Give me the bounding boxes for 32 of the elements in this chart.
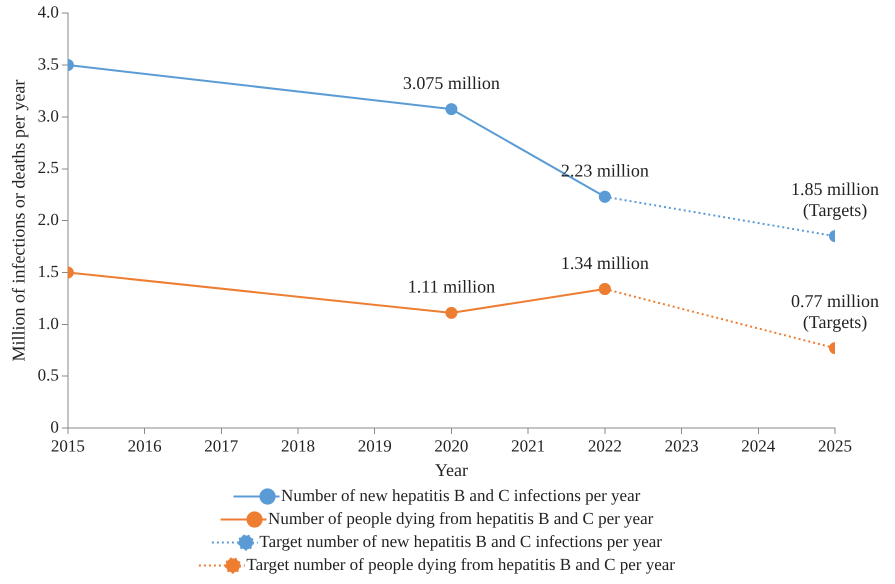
y-axis-title: Million of infections or deaths per year — [8, 80, 29, 362]
annotation: 1.34 million — [560, 252, 649, 273]
x-axis-title: Year — [434, 460, 468, 480]
annotation: 2.23 million — [560, 160, 649, 180]
y-tick-label: 0 — [50, 417, 59, 436]
y-tick-label: 3.0 — [38, 106, 59, 126]
x-tick-label: 2020 — [434, 436, 468, 456]
x-tick-label: 2021 — [511, 436, 546, 456]
y-tick-label: 2.5 — [38, 158, 59, 178]
y-tick-label: 0.5 — [38, 366, 59, 385]
y-tick-label: 2.0 — [38, 210, 59, 230]
x-tick-label: 2017 — [204, 436, 239, 456]
annotation: 3.075 million — [402, 72, 500, 93]
y-tick-label: 1.0 — [38, 314, 59, 333]
x-tick-label: 2018 — [280, 436, 315, 456]
annotation: 1.11 million — [408, 276, 496, 297]
legend-label: Target number of new hepatitis B and C infections per year — [259, 532, 662, 551]
x-tick-label: 2016 — [128, 436, 162, 456]
legend-label: Number of new hepatitis B and C infections per year — [281, 486, 641, 505]
annotation: 1.85 million (Targets) — [790, 178, 880, 220]
x-tick-label: 2025 — [818, 436, 852, 456]
legend-label: Number of people dying from hepatitis B and C per year — [268, 508, 654, 528]
x-tick-label: 2015 — [50, 436, 85, 456]
y-tick-label: 3.5 — [38, 54, 59, 74]
x-tick-label: 2023 — [664, 436, 699, 456]
legend-label: Target number of people dying from hepatitis B and C per year — [246, 554, 676, 574]
y-tick-label: 1.5 — [38, 262, 59, 281]
x-tick-label: 2019 — [358, 436, 392, 456]
y-tick-label: 4.0 — [38, 2, 59, 22]
x-tick-label: 2022 — [588, 436, 622, 456]
x-tick-label: 2024 — [741, 436, 776, 456]
annotation: 0.77 million (Targets) — [790, 290, 880, 332]
